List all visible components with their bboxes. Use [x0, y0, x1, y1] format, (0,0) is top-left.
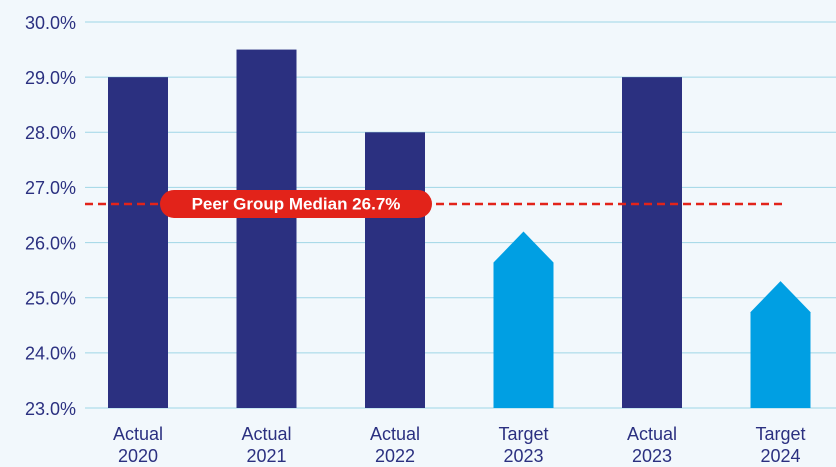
bar — [365, 132, 425, 409]
y-tick-label: 28.0% — [25, 123, 76, 143]
y-tick-label: 26.0% — [25, 233, 76, 253]
y-tick-label: 30.0% — [25, 13, 76, 33]
reference-label: Peer Group Median 26.7% — [192, 194, 401, 213]
reference-label-bg — [160, 189, 432, 218]
x-tick-label: Actual — [113, 424, 163, 444]
y-tick-label: 29.0% — [25, 68, 76, 88]
x-tick-label: 2023 — [632, 446, 672, 466]
target-arrow — [493, 231, 554, 408]
x-tick-label: Actual — [370, 424, 420, 444]
y-tick-label: 25.0% — [25, 288, 76, 308]
bar — [236, 49, 297, 408]
x-tick-label: 2023 — [503, 446, 543, 466]
y-tick-label: 23.0% — [25, 399, 76, 419]
y-tick-label: 24.0% — [25, 344, 76, 364]
bar — [622, 77, 682, 409]
x-tick-label: 2024 — [760, 446, 800, 466]
x-tick-label: Actual — [627, 424, 677, 444]
x-tick-label: 2020 — [118, 446, 158, 466]
x-tick-label: Actual — [241, 424, 291, 444]
x-tick-label: 2021 — [246, 446, 286, 466]
target-arrow — [750, 281, 811, 408]
y-tick-label: 27.0% — [25, 178, 76, 198]
x-tick-label: Target — [755, 424, 805, 444]
bar — [108, 77, 168, 409]
x-tick-label: Target — [498, 424, 548, 444]
x-tick-label: 2022 — [375, 446, 415, 466]
